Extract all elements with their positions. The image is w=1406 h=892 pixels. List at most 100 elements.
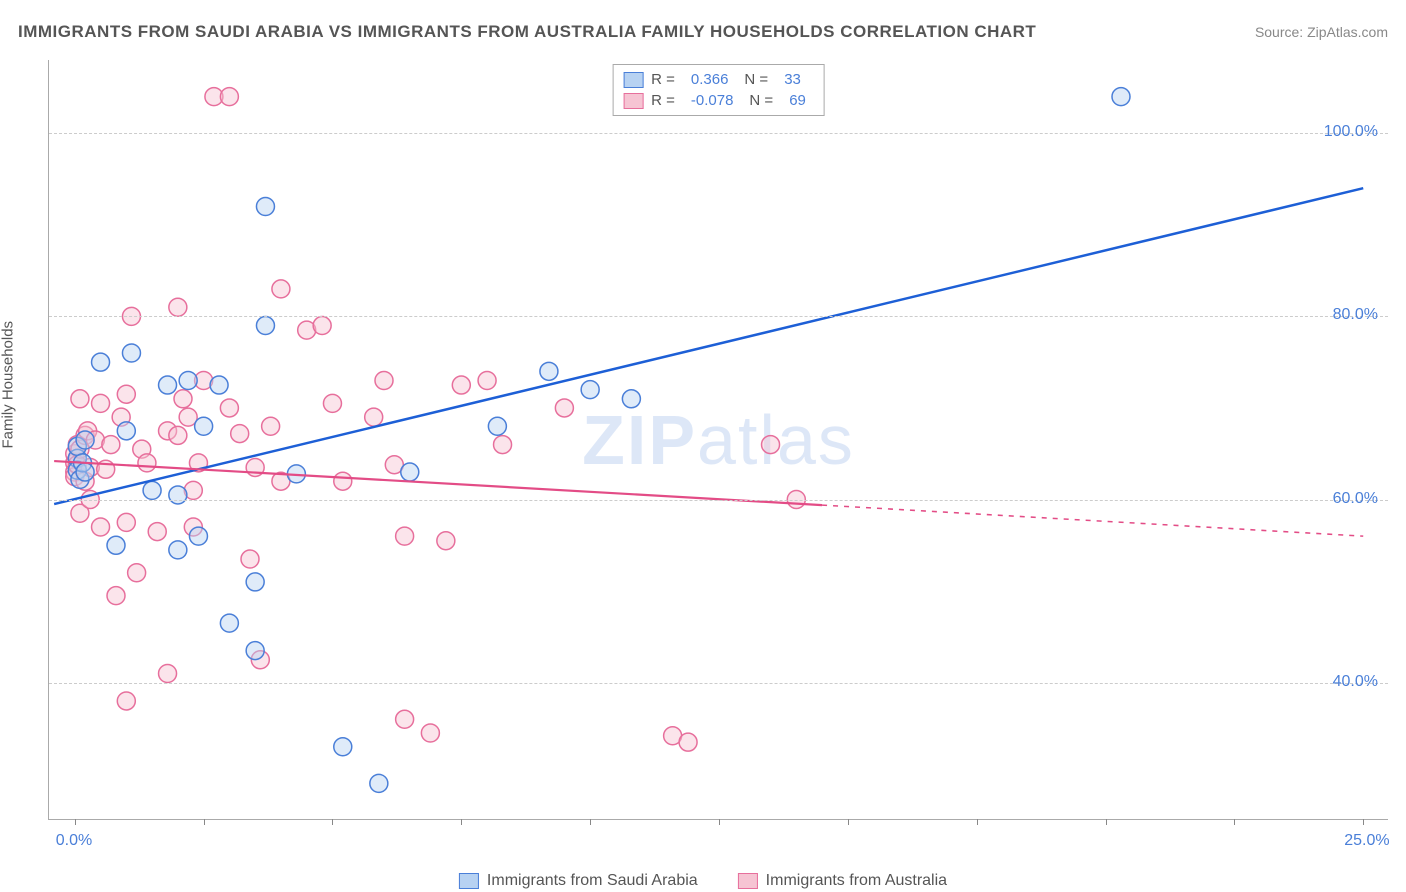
data-point-australia <box>313 317 331 335</box>
data-point-saudi <box>179 371 197 389</box>
x-tick <box>461 819 462 825</box>
data-point-saudi <box>117 422 135 440</box>
data-point-australia <box>174 390 192 408</box>
data-point-australia <box>421 724 439 742</box>
data-point-australia <box>169 426 187 444</box>
legend-bottom: Immigrants from Saudi Arabia Immigrants … <box>459 872 947 890</box>
x-tick-label: 0.0% <box>56 832 92 850</box>
data-point-australia <box>102 436 120 454</box>
data-point-saudi <box>210 376 228 394</box>
data-point-australia <box>365 408 383 426</box>
regression-line-australia-extrap <box>822 505 1363 536</box>
data-point-australia <box>220 399 238 417</box>
data-point-saudi <box>488 417 506 435</box>
data-point-saudi <box>169 486 187 504</box>
data-point-saudi <box>195 417 213 435</box>
x-tick <box>204 819 205 825</box>
x-tick <box>1363 819 1364 825</box>
x-tick <box>977 819 978 825</box>
regression-line-saudi <box>54 188 1363 504</box>
data-point-australia <box>272 280 290 298</box>
data-point-australia <box>117 692 135 710</box>
data-point-saudi <box>246 573 264 591</box>
data-point-australia <box>241 550 259 568</box>
legend-label-saudi: Immigrants from Saudi Arabia <box>487 872 698 890</box>
data-point-saudi <box>143 481 161 499</box>
gridline <box>49 683 1388 684</box>
data-point-saudi <box>256 317 274 335</box>
data-point-saudi <box>370 774 388 792</box>
data-point-australia <box>231 425 249 443</box>
data-point-saudi <box>92 353 110 371</box>
data-point-saudi <box>76 431 94 449</box>
data-point-saudi <box>540 362 558 380</box>
source-label: Source: <box>1255 24 1303 40</box>
data-point-australia <box>71 390 89 408</box>
data-point-saudi <box>246 642 264 660</box>
x-tick-label: 25.0% <box>1344 832 1389 850</box>
swatch-icon <box>459 873 479 889</box>
x-tick <box>332 819 333 825</box>
source-link[interactable]: ZipAtlas.com <box>1307 24 1388 40</box>
data-point-australia <box>169 298 187 316</box>
data-point-australia <box>396 710 414 728</box>
data-point-saudi <box>334 738 352 756</box>
data-point-australia <box>262 417 280 435</box>
x-tick <box>848 819 849 825</box>
data-point-australia <box>92 518 110 536</box>
data-point-saudi <box>169 541 187 559</box>
y-tick-label: 100.0% <box>1324 123 1378 141</box>
data-point-australia <box>128 564 146 582</box>
data-point-australia <box>148 523 166 541</box>
y-axis-label: Family Households <box>0 321 17 449</box>
data-point-saudi <box>107 536 125 554</box>
data-point-australia <box>107 587 125 605</box>
data-point-saudi <box>401 463 419 481</box>
data-point-australia <box>679 733 697 751</box>
legend-item-australia: Immigrants from Australia <box>738 872 947 890</box>
data-point-australia <box>452 376 470 394</box>
x-tick <box>1106 819 1107 825</box>
x-tick <box>75 819 76 825</box>
x-tick <box>590 819 591 825</box>
data-point-saudi <box>189 527 207 545</box>
gridline <box>49 133 1388 134</box>
data-point-australia <box>323 394 341 412</box>
data-point-australia <box>396 527 414 545</box>
scatter-svg <box>49 60 1388 819</box>
legend-item-saudi: Immigrants from Saudi Arabia <box>459 872 698 890</box>
data-point-saudi <box>76 463 94 481</box>
chart-container: IMMIGRANTS FROM SAUDI ARABIA VS IMMIGRAN… <box>0 0 1406 892</box>
data-point-saudi <box>1112 88 1130 106</box>
data-point-saudi <box>622 390 640 408</box>
gridline <box>49 316 1388 317</box>
data-point-saudi <box>220 614 238 632</box>
data-point-australia <box>138 454 156 472</box>
data-point-saudi <box>159 376 177 394</box>
x-tick <box>719 819 720 825</box>
data-point-australia <box>159 664 177 682</box>
data-point-saudi <box>122 344 140 362</box>
title-bar: IMMIGRANTS FROM SAUDI ARABIA VS IMMIGRAN… <box>18 22 1388 42</box>
data-point-australia <box>117 513 135 531</box>
legend-label-australia: Immigrants from Australia <box>766 872 947 890</box>
swatch-icon <box>738 873 758 889</box>
y-tick-label: 60.0% <box>1333 490 1378 508</box>
data-point-australia <box>334 472 352 490</box>
y-tick-label: 40.0% <box>1333 673 1378 691</box>
data-point-australia <box>555 399 573 417</box>
data-point-australia <box>762 436 780 454</box>
data-point-australia <box>375 371 393 389</box>
data-point-australia <box>494 436 512 454</box>
y-tick-label: 80.0% <box>1333 306 1378 324</box>
x-tick <box>1234 819 1235 825</box>
data-point-australia <box>92 394 110 412</box>
gridline <box>49 500 1388 501</box>
data-point-australia <box>478 371 496 389</box>
data-point-australia <box>117 385 135 403</box>
chart-title: IMMIGRANTS FROM SAUDI ARABIA VS IMMIGRAN… <box>18 22 1036 42</box>
data-point-saudi <box>256 198 274 216</box>
source-credit: Source: ZipAtlas.com <box>1255 24 1388 40</box>
plot-area: ZIPatlas R = 0.366 N = 33 R = -0.078 N =… <box>48 60 1388 820</box>
data-point-australia <box>220 88 238 106</box>
